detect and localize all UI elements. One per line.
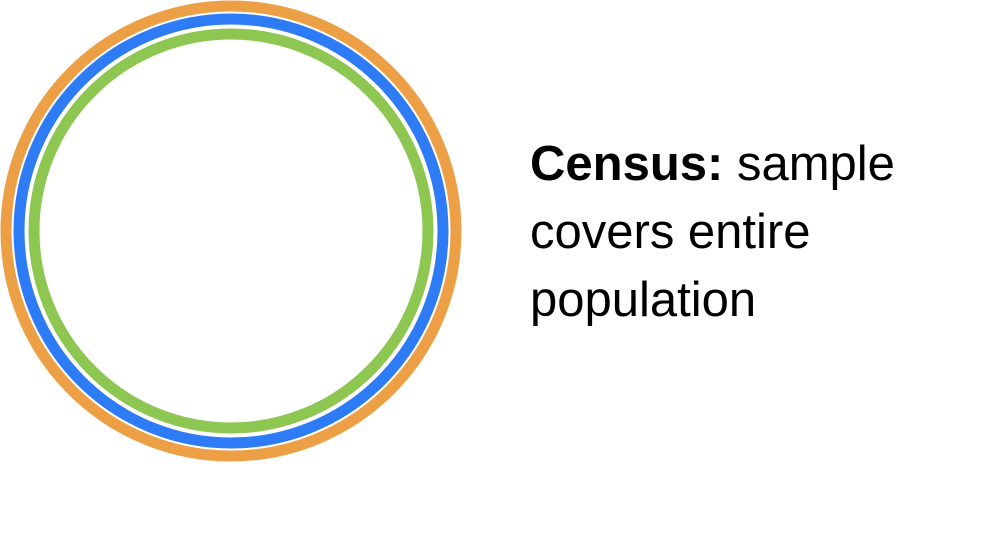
middle-ring: [13, 13, 449, 449]
caption: Census: sample covers entire population: [530, 130, 998, 334]
caption-line-1: Census: sample: [530, 130, 998, 198]
caption-line-2: covers entire: [530, 205, 811, 259]
nested-circles: [0, 0, 462, 462]
outer-ring: [0, 0, 462, 462]
caption-line-3: population: [530, 273, 757, 327]
caption-line-1-rest: sample: [723, 137, 895, 191]
inner-ring: [28, 28, 434, 434]
caption-term: Census:: [530, 137, 724, 191]
